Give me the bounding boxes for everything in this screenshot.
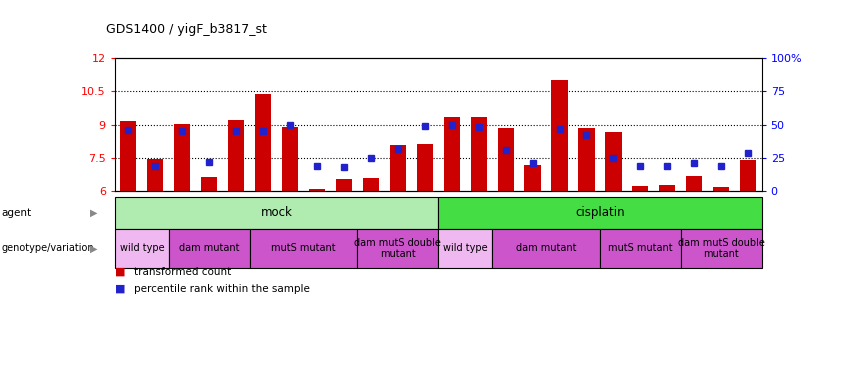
Bar — [147, 159, 163, 191]
Bar — [605, 132, 621, 191]
Bar — [740, 160, 757, 191]
Bar — [174, 124, 191, 191]
Text: dam mutS double
mutant: dam mutS double mutant — [354, 238, 442, 259]
Bar — [228, 120, 244, 191]
Bar — [120, 122, 136, 191]
Bar — [363, 178, 379, 191]
Text: agent: agent — [2, 208, 31, 218]
Text: mock: mock — [260, 206, 293, 219]
Bar — [336, 179, 352, 191]
Text: ■: ■ — [115, 284, 125, 294]
Text: genotype/variation: genotype/variation — [2, 243, 94, 254]
Text: ▶: ▶ — [90, 208, 97, 218]
Bar — [551, 80, 568, 191]
Bar — [471, 117, 487, 191]
Text: dam mutant: dam mutant — [516, 243, 576, 254]
Text: dam mutant: dam mutant — [179, 243, 239, 254]
Text: mutS mutant: mutS mutant — [271, 243, 336, 254]
Bar — [282, 127, 298, 191]
Text: mutS mutant: mutS mutant — [608, 243, 672, 254]
Text: ▶: ▶ — [90, 243, 97, 254]
Bar — [390, 145, 406, 191]
Text: cisplatin: cisplatin — [575, 206, 625, 219]
Bar — [660, 184, 676, 191]
Bar — [686, 176, 702, 191]
Text: dam mutS double
mutant: dam mutS double mutant — [677, 238, 765, 259]
Bar — [417, 144, 433, 191]
Bar — [632, 186, 648, 191]
Bar — [201, 177, 217, 191]
Bar — [498, 128, 514, 191]
Text: wild type: wild type — [119, 243, 164, 254]
Bar — [579, 128, 595, 191]
Bar — [713, 187, 729, 191]
Bar — [309, 189, 325, 191]
Text: transformed count: transformed count — [134, 267, 231, 277]
Text: wild type: wild type — [443, 243, 488, 254]
Text: percentile rank within the sample: percentile rank within the sample — [134, 284, 310, 294]
Bar — [443, 117, 460, 191]
Bar — [255, 94, 271, 191]
Text: GDS1400 / yigF_b3817_st: GDS1400 / yigF_b3817_st — [106, 22, 267, 36]
Text: ■: ■ — [115, 267, 125, 277]
Bar — [524, 165, 540, 191]
